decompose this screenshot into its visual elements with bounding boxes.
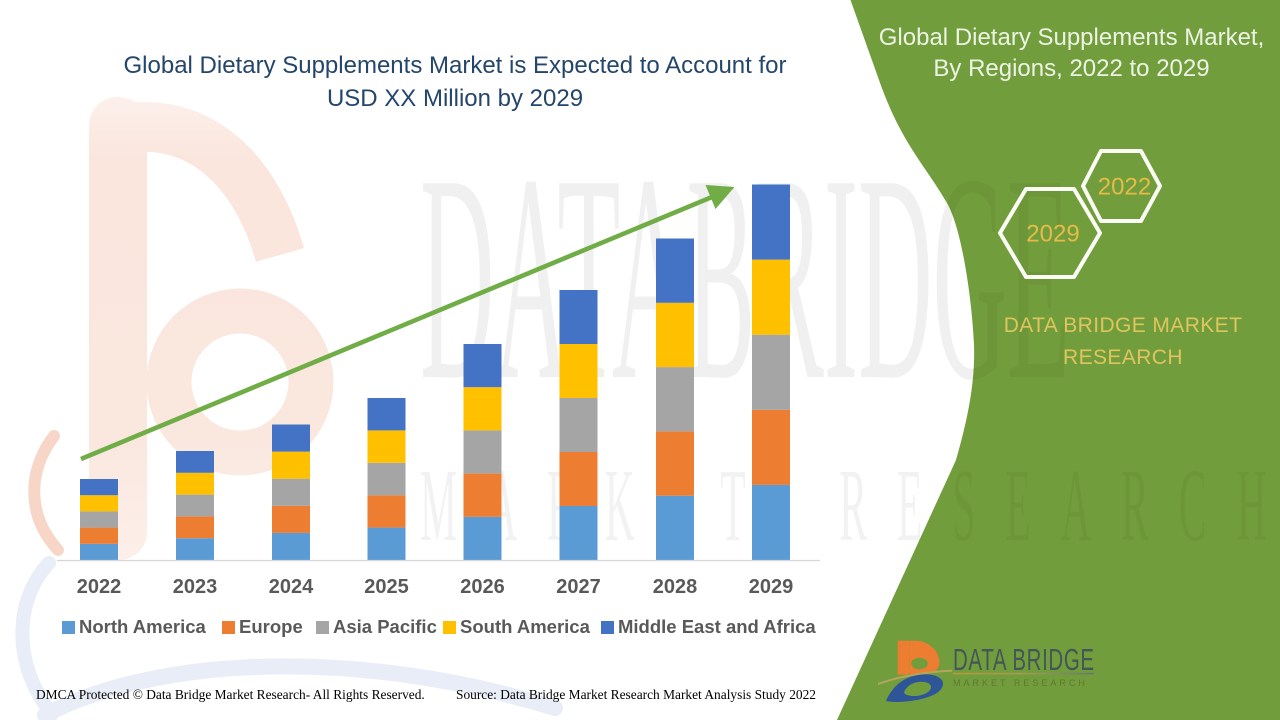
svg-text:2022: 2022 bbox=[1098, 173, 1151, 200]
svg-text:DATA BRIDGE: DATA BRIDGE bbox=[953, 642, 1095, 677]
svg-text:2029: 2029 bbox=[1026, 220, 1079, 247]
svg-text:MARKET RESEARCH: MARKET RESEARCH bbox=[953, 678, 1088, 688]
